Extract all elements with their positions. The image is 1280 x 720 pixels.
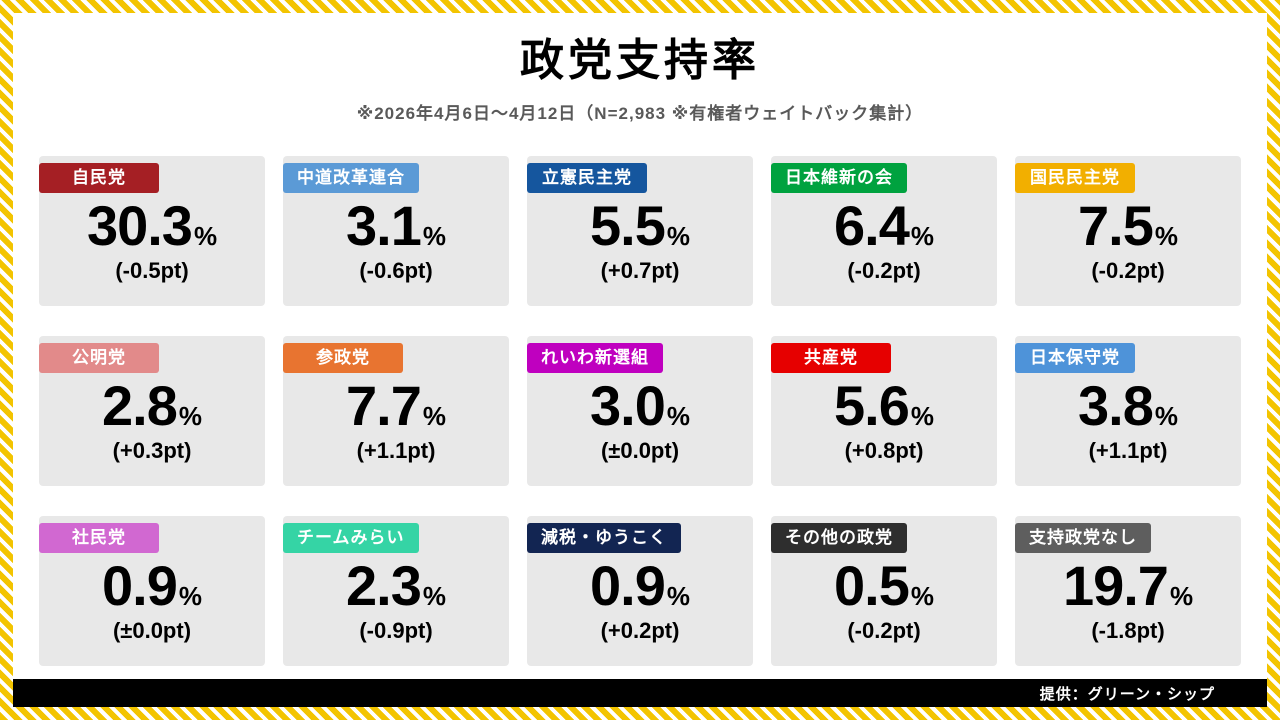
party-value: 0.9% [590,558,690,614]
party-change: (-0.9pt) [359,618,433,643]
party-value-number: 0.5 [834,554,910,617]
party-change: (±0.0pt) [112,618,192,643]
party-change: (-0.2pt) [847,258,921,283]
party-value-number: 0.9 [590,554,666,617]
party-card-kyosanto: 共産党 5.6% (+0.8pt) [771,336,997,486]
percent-sign: % [1169,581,1194,611]
party-card-chudokaikaku: 中道改革連合 3.1% (-0.6pt) [283,156,509,306]
party-change: (+0.7pt) [600,258,680,283]
party-card-ishin: 日本維新の会 6.4% (-0.2pt) [771,156,997,306]
party-name-badge: その他の政党 [771,523,907,553]
party-value: 2.8% [102,378,202,434]
party-card-reiwa: れいわ新選組 3.0% (±0.0pt) [527,336,753,486]
party-name-badge: 参政党 [283,343,403,373]
party-value: 0.9% [102,558,202,614]
party-change: (-1.8pt) [1091,618,1165,643]
party-change: (-0.2pt) [847,618,921,643]
percent-sign: % [910,221,934,251]
percent-sign: % [666,401,690,431]
party-name-badge: 国民民主党 [1015,163,1135,193]
party-card-rikken: 立憲民主党 5.5% (+0.7pt) [527,156,753,306]
party-card-shaminto: 社民党 0.9% (±0.0pt) [39,516,265,666]
party-name-badge: 自民党 [39,163,159,193]
percent-sign: % [666,581,690,611]
percent-sign: % [910,581,934,611]
party-value: 7.7% [346,378,446,434]
party-value-number: 19.7 [1062,554,1169,617]
percent-sign: % [422,401,446,431]
party-card-jiminto: 自民党 30.3% (-0.5pt) [39,156,265,306]
party-name-badge: 減税・ゆうこく [527,523,681,553]
party-card-none: 支持政党なし 19.7% (-1.8pt) [1015,516,1241,666]
party-change: (+0.8pt) [844,438,924,463]
party-card-komeito: 公明党 2.8% (+0.3pt) [39,336,265,486]
party-change: (+0.3pt) [112,438,192,463]
party-value-number: 7.7 [346,374,422,437]
party-value: 5.5% [590,198,690,254]
party-change: (+1.1pt) [1088,438,1168,463]
party-value: 0.5% [834,558,934,614]
party-value-number: 6.4 [834,194,910,257]
party-change: (+0.2pt) [600,618,680,643]
party-change: (+1.1pt) [356,438,436,463]
party-change: (-0.6pt) [359,258,433,283]
party-card-genzei-yukoku: 減税・ゆうこく 0.9% (+0.2pt) [527,516,753,666]
page-title: 政党支持率 [520,36,760,85]
party-value: 30.3% [87,198,217,254]
party-value-number: 2.8 [102,374,178,437]
party-value-number: 3.8 [1078,374,1154,437]
party-card-grid: 自民党 30.3% (-0.5pt) 中道改革連合 3.1% (-0.6pt) … [39,156,1241,666]
party-value: 3.8% [1078,378,1178,434]
content-area: 政党支持率 ※2026年4月6日〜4月12日（N=2,983 ※有権者ウェイトバ… [13,13,1267,707]
party-value: 7.5% [1078,198,1178,254]
party-name-badge: 社民党 [39,523,159,553]
survey-period-note: ※2026年4月6日〜4月12日（N=2,983 ※有権者ウェイトバック集計） [356,104,924,124]
party-value: 2.3% [346,558,446,614]
party-value-number: 3.0 [590,374,666,437]
party-name-badge: 日本保守党 [1015,343,1135,373]
party-name-badge: 中道改革連合 [283,163,419,193]
party-change: (-0.2pt) [1091,258,1165,283]
party-name-badge: 共産党 [771,343,891,373]
percent-sign: % [178,581,202,611]
party-value-number: 2.3 [346,554,422,617]
party-name-badge: れいわ新選組 [527,343,663,373]
party-card-sanseito: 参政党 7.7% (+1.1pt) [283,336,509,486]
party-change: (±0.0pt) [600,438,680,463]
party-value: 5.6% [834,378,934,434]
percent-sign: % [910,401,934,431]
party-card-team-mirai: チームみらい 2.3% (-0.9pt) [283,516,509,666]
party-value-number: 5.5 [590,194,666,257]
credit-bar: 提供：グリーン・シップ [13,679,1267,707]
party-value: 3.1% [346,198,446,254]
party-name-badge: 公明党 [39,343,159,373]
party-value: 3.0% [590,378,690,434]
party-name-badge: 日本維新の会 [771,163,907,193]
percent-sign: % [193,221,218,251]
percent-sign: % [422,581,446,611]
party-change: (-0.5pt) [115,258,189,283]
party-card-other: その他の政党 0.5% (-0.2pt) [771,516,997,666]
party-value-number: 30.3 [86,194,193,257]
party-value-number: 5.6 [834,374,910,437]
party-value-number: 7.5 [1078,194,1154,257]
party-card-hoshuto: 日本保守党 3.8% (+1.1pt) [1015,336,1241,486]
party-value: 6.4% [834,198,934,254]
party-name-badge: 立憲民主党 [527,163,647,193]
party-value-number: 0.9 [102,554,178,617]
party-value-number: 3.1 [346,194,422,257]
percent-sign: % [1154,401,1178,431]
party-name-badge: 支持政党なし [1015,523,1151,553]
party-name-badge: チームみらい [283,523,419,553]
percent-sign: % [422,221,446,251]
party-value: 19.7% [1063,558,1193,614]
percent-sign: % [178,401,202,431]
credit-text: 提供：グリーン・シップ [1039,685,1215,703]
percent-sign: % [1154,221,1178,251]
percent-sign: % [666,221,690,251]
party-card-kokumin: 国民民主党 7.5% (-0.2pt) [1015,156,1241,306]
